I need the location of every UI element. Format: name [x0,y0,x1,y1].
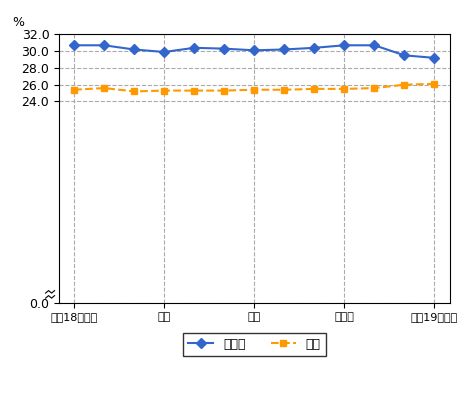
Text: %: % [12,16,24,29]
Legend: 岐阜県, 全国: 岐阜県, 全国 [183,332,326,356]
